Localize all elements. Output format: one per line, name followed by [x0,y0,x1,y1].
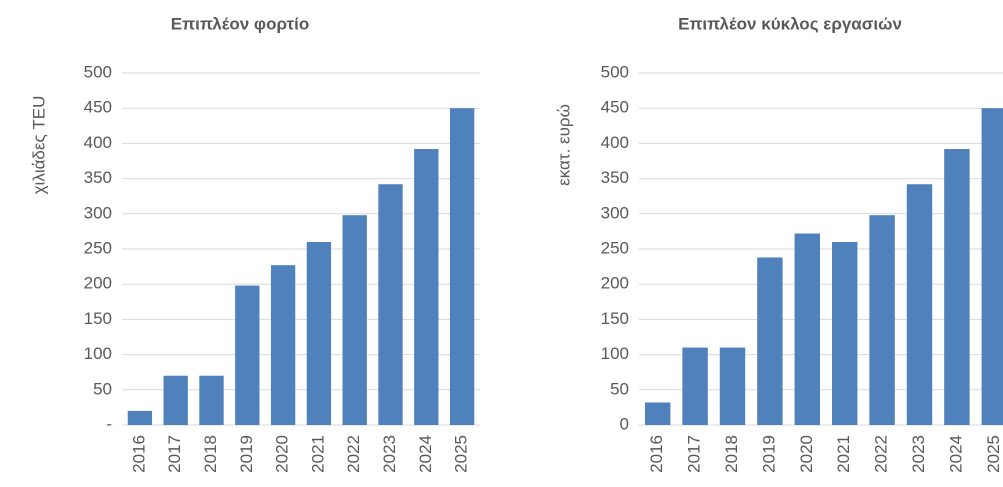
x-tick-label: 2017 [165,435,184,473]
bar [270,265,296,425]
x-tick-label: 2023 [380,435,399,473]
x-tick-label: 2019 [759,435,778,473]
x-tick-label: 2023 [909,435,928,473]
y-tick-label: 500 [84,62,112,81]
y-tick-label: 200 [84,274,112,293]
bar [981,108,1003,425]
x-tick-label: 2024 [416,435,435,473]
x-tick-label: 2018 [201,435,220,473]
chart-title: Επιπλέον κύκλος εργασιών [678,14,902,33]
bar [644,402,671,425]
x-tick-label: 2022 [344,435,363,473]
x-tick-label: 2018 [722,435,741,473]
bar [127,410,153,425]
y-tick-label: 200 [601,274,629,293]
x-tick-label: 2016 [129,435,148,473]
x-tick-label: 2024 [946,435,965,473]
y-tick-label: - [106,414,112,433]
y-tick-label: 500 [601,62,629,81]
x-tick-label: 2019 [237,435,256,473]
bar [794,233,821,425]
x-tick-label: 2021 [308,435,327,473]
y-axis-label: εκατ. ευρώ [554,104,573,186]
x-tick-label: 2022 [872,435,891,473]
y-tick-label: 450 [84,98,112,117]
y-tick-label: 0 [620,414,629,433]
bar [199,375,224,425]
y-tick-label: 400 [601,133,629,152]
bar [235,285,260,425]
bar [719,347,746,425]
y-tick-label: 250 [601,238,629,257]
y-tick-label: 150 [84,309,112,328]
chart-title: Επιπλέον φορτίο [171,14,309,33]
y-tick-label: 300 [601,203,629,222]
y-tick-label: 350 [84,168,112,187]
x-tick-label: 2016 [647,435,666,473]
y-axis-label: χιλιάδες TEU [29,96,48,195]
bar [449,108,475,425]
x-tick-label: 2020 [797,435,816,473]
bar [757,257,783,425]
x-tick-label: 2025 [984,435,1003,473]
y-tick-label: 100 [84,344,112,363]
x-tick-label: 2017 [685,435,704,473]
bar [869,215,895,425]
x-tick-label: 2025 [452,435,471,473]
bar [906,184,933,425]
y-tick-label: 350 [601,168,629,187]
y-tick-label: 400 [84,133,112,152]
bar [378,184,403,425]
x-tick-label: 2021 [834,435,853,473]
bar [944,149,970,426]
y-tick-label: 150 [601,309,629,328]
y-tick-label: 450 [601,98,629,117]
bar [831,241,858,425]
y-tick-label: 50 [610,379,629,398]
y-tick-label: 100 [601,344,629,363]
bar [682,347,708,425]
y-tick-label: 50 [93,379,112,398]
x-tick-label: 2020 [273,435,292,473]
bar [342,215,367,425]
y-tick-label: 300 [84,203,112,222]
bar [414,149,439,426]
bar [163,375,188,425]
y-tick-label: 250 [84,238,112,257]
bar [306,241,332,425]
